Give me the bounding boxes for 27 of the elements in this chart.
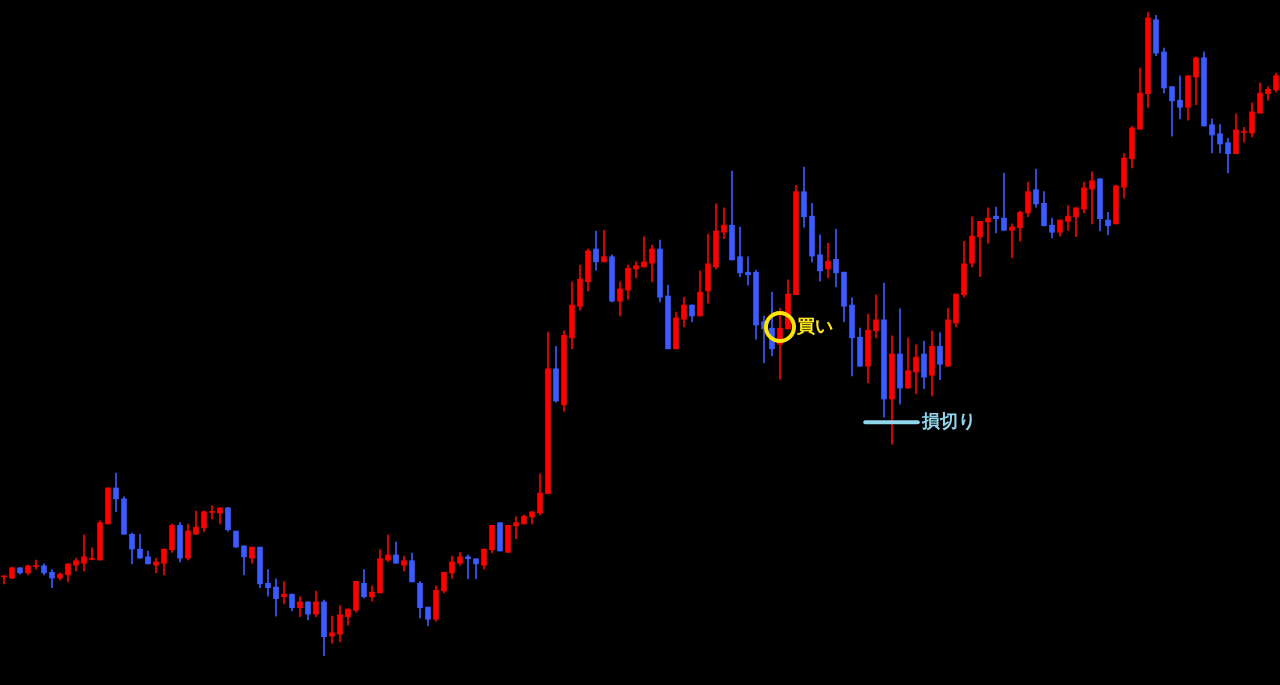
candlestick <box>1065 205 1071 231</box>
candlestick <box>721 207 727 240</box>
candlestick <box>1001 172 1007 231</box>
candlestick <box>1 575 7 585</box>
ref-line-label: 損切り <box>920 409 976 431</box>
candlestick <box>329 615 335 644</box>
candlestick <box>873 294 879 339</box>
candlestick <box>281 581 287 605</box>
candlestick <box>89 547 95 561</box>
candlestick <box>1089 171 1095 225</box>
candlestick <box>745 256 751 286</box>
candlestick <box>833 228 839 288</box>
annotation: 買い <box>795 314 833 336</box>
candlestick <box>985 207 991 244</box>
candlestick <box>385 534 391 563</box>
candlestick <box>641 236 647 268</box>
candlestick <box>825 242 831 279</box>
candlestick <box>265 569 271 597</box>
candlestick <box>1009 223 1015 259</box>
candlestick <box>993 206 999 234</box>
candlestick <box>1177 75 1183 120</box>
candlestick <box>513 516 519 540</box>
candlestick <box>601 229 607 263</box>
candlestick <box>209 505 215 520</box>
candlestick <box>81 534 87 572</box>
candlestick <box>465 554 471 580</box>
candlestick <box>1241 126 1247 143</box>
